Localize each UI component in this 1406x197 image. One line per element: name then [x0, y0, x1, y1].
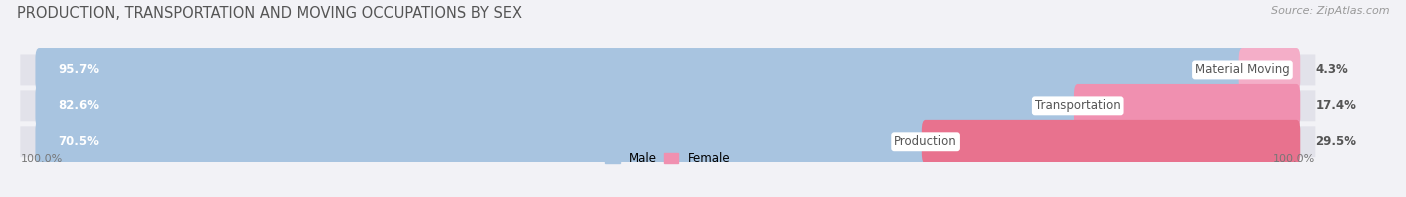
Text: 95.7%: 95.7% [58, 63, 98, 76]
Text: 4.3%: 4.3% [1316, 63, 1348, 76]
FancyBboxPatch shape [35, 120, 929, 164]
Text: 17.4%: 17.4% [1316, 99, 1357, 112]
Legend: Male, Female: Male, Female [606, 152, 730, 165]
FancyBboxPatch shape [20, 55, 1316, 85]
Text: 70.5%: 70.5% [58, 135, 98, 148]
FancyBboxPatch shape [1239, 48, 1301, 92]
Text: 29.5%: 29.5% [1316, 135, 1357, 148]
Text: Production: Production [894, 135, 957, 148]
Text: PRODUCTION, TRANSPORTATION AND MOVING OCCUPATIONS BY SEX: PRODUCTION, TRANSPORTATION AND MOVING OC… [17, 6, 522, 21]
FancyBboxPatch shape [35, 84, 1081, 128]
FancyBboxPatch shape [922, 120, 1301, 164]
Text: 100.0%: 100.0% [1272, 154, 1316, 164]
FancyBboxPatch shape [20, 90, 1316, 121]
Text: Source: ZipAtlas.com: Source: ZipAtlas.com [1271, 6, 1389, 16]
Text: 100.0%: 100.0% [20, 154, 63, 164]
FancyBboxPatch shape [20, 126, 1316, 157]
Text: 82.6%: 82.6% [58, 99, 98, 112]
FancyBboxPatch shape [35, 48, 1246, 92]
FancyBboxPatch shape [1074, 84, 1301, 128]
Text: Transportation: Transportation [1035, 99, 1121, 112]
Text: Material Moving: Material Moving [1195, 63, 1289, 76]
